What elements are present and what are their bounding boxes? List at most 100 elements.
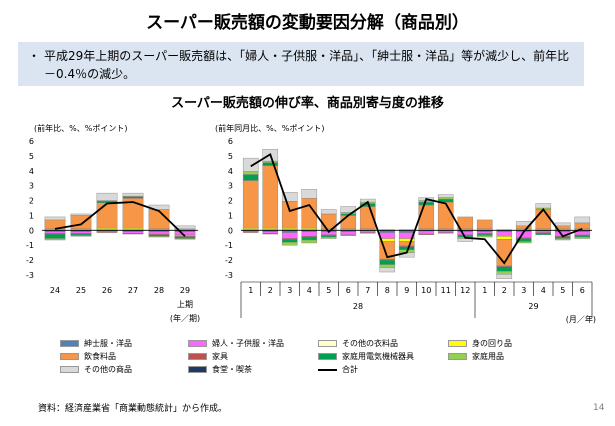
y-tick-label: 2 (29, 197, 34, 206)
bar-segment (574, 231, 591, 235)
legend-color-swatch (318, 353, 337, 360)
bar-segment (574, 222, 591, 230)
x-tick-label: 6 (346, 286, 351, 295)
x-tick-label: 8 (385, 286, 390, 295)
legend-label: 家庭用電気機械器具 (342, 352, 414, 361)
bar-segment (281, 227, 298, 230)
y-tick-label: -3 (26, 271, 34, 280)
axis-unit-label: (前年比、%、%ポイント) (34, 123, 127, 133)
bar-segment (281, 201, 298, 229)
bar-segment (359, 230, 376, 233)
legend-color-swatch (188, 353, 207, 360)
bar-segment (70, 213, 92, 216)
y-tick-label: 6 (29, 137, 34, 146)
bar-segment (44, 238, 66, 241)
bar-segment (476, 219, 493, 230)
bar-segment (262, 233, 279, 235)
x-tick-label: 11 (441, 286, 451, 295)
year-label: 29 (528, 302, 538, 311)
bar-segment (574, 235, 591, 238)
x-tick-label: 5 (326, 286, 331, 295)
bar-segment (96, 227, 118, 230)
legend-label: 婦人・子供服・洋品 (212, 339, 284, 348)
x-tick-label: 28 (154, 286, 164, 295)
bar-segment (320, 235, 337, 238)
bar-segment (554, 238, 571, 241)
bar-segment (496, 231, 513, 237)
bar-segment (379, 232, 396, 239)
bar-segment (301, 236, 318, 241)
x-tick-label: 27 (128, 286, 138, 295)
y-tick-label: 3 (29, 182, 34, 191)
legend-label: その他の商品 (84, 365, 132, 374)
bar-segment (122, 227, 144, 230)
bar-segment (242, 231, 259, 233)
x-tick-label: 3 (521, 286, 526, 295)
y-tick-label: -2 (225, 256, 233, 265)
bar-segment (340, 231, 357, 235)
page-number: 14 (593, 403, 605, 413)
bar-segment (174, 238, 196, 240)
x-tick-label: 2 (268, 286, 273, 295)
bar-segment (301, 231, 318, 237)
bullet-marker: ・ (28, 49, 41, 63)
legend-line-swatch (318, 369, 337, 371)
bar-segment (281, 239, 298, 243)
bar-segment (398, 246, 415, 250)
legend-color-swatch (60, 366, 79, 373)
legend-label: 飲食料品 (84, 352, 116, 361)
bar-segment (242, 227, 259, 230)
bar-segment (242, 180, 259, 229)
bar-segment (535, 203, 552, 209)
legend-color-swatch (188, 340, 207, 347)
bar-segment (476, 235, 493, 238)
x-tick-label: 10 (421, 286, 431, 295)
legend-label: その他の衣料品 (342, 339, 398, 348)
legend-label: 身の回り品 (472, 339, 512, 348)
y-tick-label: 1 (228, 211, 233, 220)
chart-legend: 紳士服・洋品 婦人・子供服・洋品 その他の衣料品 身の回り品 飲食料品 家具 家庭用電気機械… (60, 338, 580, 396)
bar-segment (242, 171, 259, 175)
bar-segment (174, 236, 196, 239)
bar-segment (70, 215, 92, 230)
x-tick-label: 12 (460, 286, 470, 295)
bar-segment (379, 259, 396, 265)
bar-segment (122, 233, 144, 235)
legend-color-swatch (60, 353, 79, 360)
bar-segment (535, 230, 552, 233)
x-unit-label: (月／年) (566, 314, 596, 324)
y-tick-label: 1 (29, 211, 34, 220)
x-tick-label: 4 (307, 286, 312, 295)
bar-segment (496, 236, 513, 240)
bar-segment (418, 233, 435, 236)
legend-label: 家具 (212, 352, 228, 361)
legend-label: 合計 (342, 365, 358, 374)
bar-segment (96, 192, 118, 201)
x-tick-label: 7 (365, 286, 370, 295)
bar-segment (437, 197, 454, 200)
y-tick-label: 4 (228, 167, 233, 176)
bar-segment (122, 192, 144, 197)
legend-label: 家庭用品 (472, 352, 504, 361)
bar-segment (437, 194, 454, 198)
bar-segment (242, 174, 259, 181)
y-tick-label: -1 (26, 241, 34, 250)
x-tick-label: 29 (180, 286, 190, 295)
y-tick-label: 4 (29, 167, 34, 176)
x-tick-label: 9 (404, 286, 409, 295)
x-tick-label: 2 (502, 286, 507, 295)
bar-segment (554, 236, 571, 239)
legend-color-swatch (448, 340, 467, 347)
bar-segment (148, 231, 170, 235)
bar-segment (262, 165, 279, 229)
x-tick-label: 26 (102, 286, 112, 295)
bar-segment (281, 242, 298, 246)
bar-segment (281, 192, 298, 202)
legend-color-swatch (60, 340, 79, 347)
bar-segment (70, 231, 92, 234)
bar-segment (44, 231, 66, 234)
total-line (250, 153, 583, 265)
bar-segment (379, 264, 396, 268)
summary-text: 平成29年上期のスーパー販売額は、「婦人・子供服・洋品」、「紳士服・洋品」等が減… (44, 49, 570, 81)
bar-segment (174, 231, 196, 235)
